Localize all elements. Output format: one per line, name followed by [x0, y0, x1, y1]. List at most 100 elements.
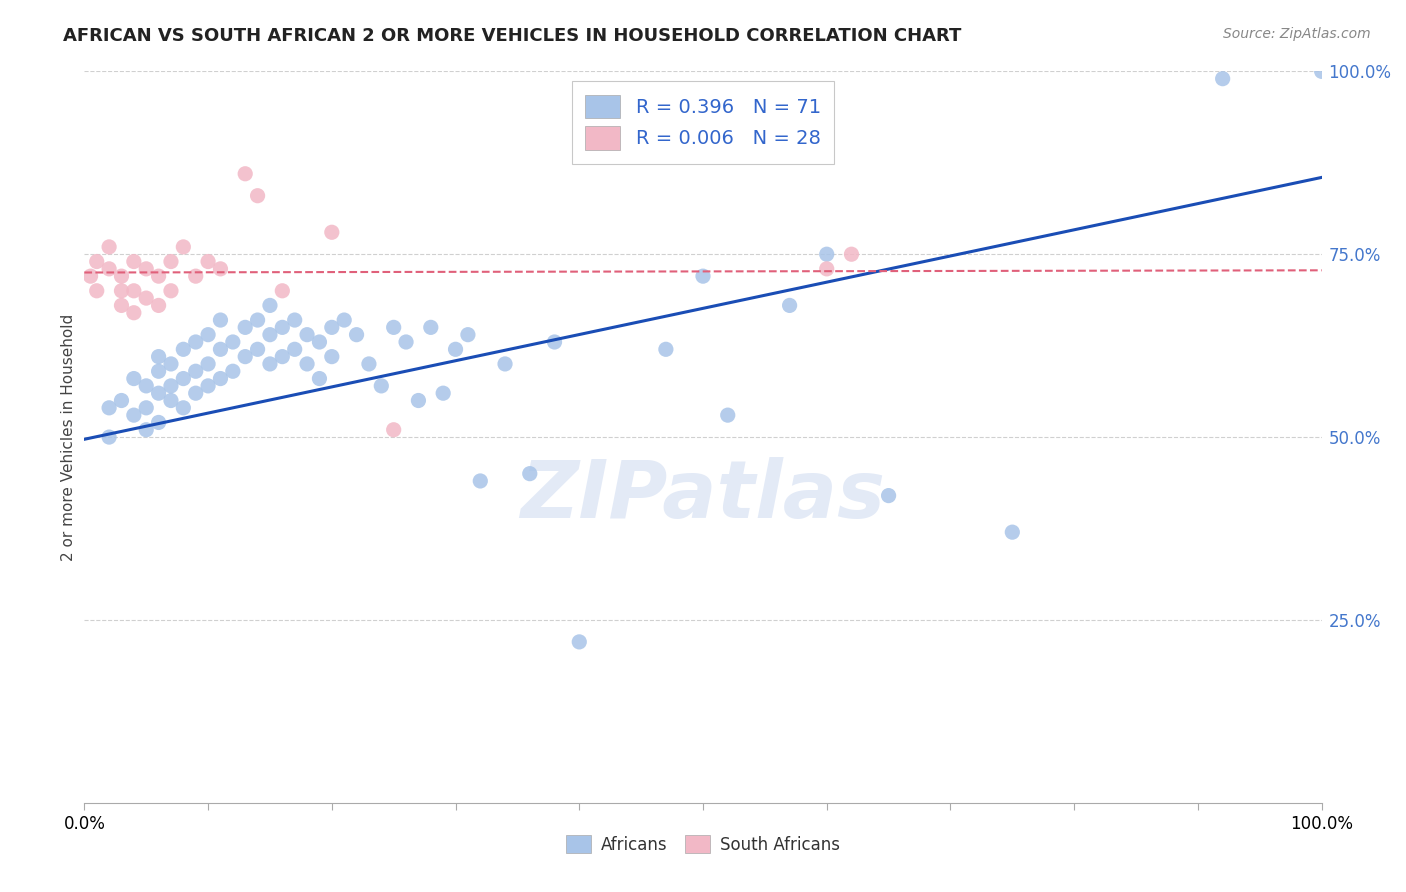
Point [98, 261, 121, 276]
Point [259, 357, 281, 371]
Point [692, 269, 714, 284]
Point [444, 343, 467, 357]
Point [470, 474, 492, 488]
Point [122, 371, 145, 385]
Point [79, 269, 101, 284]
Point [271, 320, 294, 334]
Point [308, 334, 330, 349]
Point [233, 320, 256, 334]
Point [172, 343, 194, 357]
Point [209, 343, 232, 357]
Point [246, 188, 269, 202]
Point [779, 298, 801, 312]
Y-axis label: 2 or more Vehicles in Household: 2 or more Vehicles in Household [60, 313, 76, 561]
Point [172, 401, 194, 415]
Point [222, 364, 245, 378]
Point [432, 386, 454, 401]
Point [321, 350, 343, 364]
Point [543, 334, 565, 349]
Point [148, 416, 170, 430]
Text: ZIPatlas: ZIPatlas [520, 457, 886, 534]
Point [122, 254, 145, 268]
Point [197, 327, 219, 342]
Legend: Africans, South Africans: Africans, South Africans [560, 829, 846, 860]
Point [209, 261, 232, 276]
Point [160, 284, 183, 298]
Point [135, 423, 157, 437]
Point [122, 408, 145, 422]
Point [148, 364, 170, 378]
Point [457, 327, 479, 342]
Point [110, 393, 132, 408]
Point [209, 313, 232, 327]
Point [382, 423, 405, 437]
Point [568, 635, 591, 649]
Point [148, 269, 170, 284]
Point [815, 247, 838, 261]
Point [259, 327, 281, 342]
Point [110, 298, 132, 312]
Point [717, 408, 740, 422]
Point [419, 320, 441, 334]
Text: AFRICAN VS SOUTH AFRICAN 2 OR MORE VEHICLES IN HOUSEHOLD CORRELATION CHART: AFRICAN VS SOUTH AFRICAN 2 OR MORE VEHIC… [63, 27, 962, 45]
Point [135, 291, 157, 305]
Point [184, 386, 207, 401]
Point [160, 254, 183, 268]
Point [284, 313, 307, 327]
Point [222, 334, 245, 349]
Point [815, 261, 838, 276]
Point [284, 343, 307, 357]
Point [98, 401, 121, 415]
Point [321, 320, 343, 334]
Point [135, 379, 157, 393]
Point [370, 379, 392, 393]
Point [122, 306, 145, 320]
Point [197, 357, 219, 371]
Text: Source: ZipAtlas.com: Source: ZipAtlas.com [1223, 27, 1371, 41]
Point [197, 379, 219, 393]
Point [122, 284, 145, 298]
Point [295, 327, 318, 342]
Point [295, 357, 318, 371]
Point [655, 343, 678, 357]
Point [98, 240, 121, 254]
Point [148, 350, 170, 364]
Point [333, 313, 356, 327]
Point [246, 343, 269, 357]
Point [98, 430, 121, 444]
Point [357, 357, 380, 371]
Point [160, 393, 183, 408]
Point [110, 284, 132, 298]
Point [395, 334, 418, 349]
Point [382, 320, 405, 334]
Point [233, 350, 256, 364]
Point [184, 364, 207, 378]
Point [135, 401, 157, 415]
Point [321, 225, 343, 239]
Point [197, 254, 219, 268]
Point [346, 327, 368, 342]
Point [271, 350, 294, 364]
Point [1212, 71, 1234, 86]
Point [184, 334, 207, 349]
Point [308, 371, 330, 385]
Point [1001, 525, 1024, 540]
Point [148, 386, 170, 401]
Point [172, 371, 194, 385]
Point [86, 254, 108, 268]
Point [86, 284, 108, 298]
Point [148, 298, 170, 312]
Point [408, 393, 430, 408]
Point [160, 357, 183, 371]
Point [160, 379, 183, 393]
Point [841, 247, 863, 261]
Point [271, 284, 294, 298]
Point [494, 357, 516, 371]
Point [172, 240, 194, 254]
Point [246, 313, 269, 327]
Point [519, 467, 541, 481]
Point [233, 167, 256, 181]
Point [1310, 64, 1333, 78]
Point [135, 261, 157, 276]
Point [184, 269, 207, 284]
